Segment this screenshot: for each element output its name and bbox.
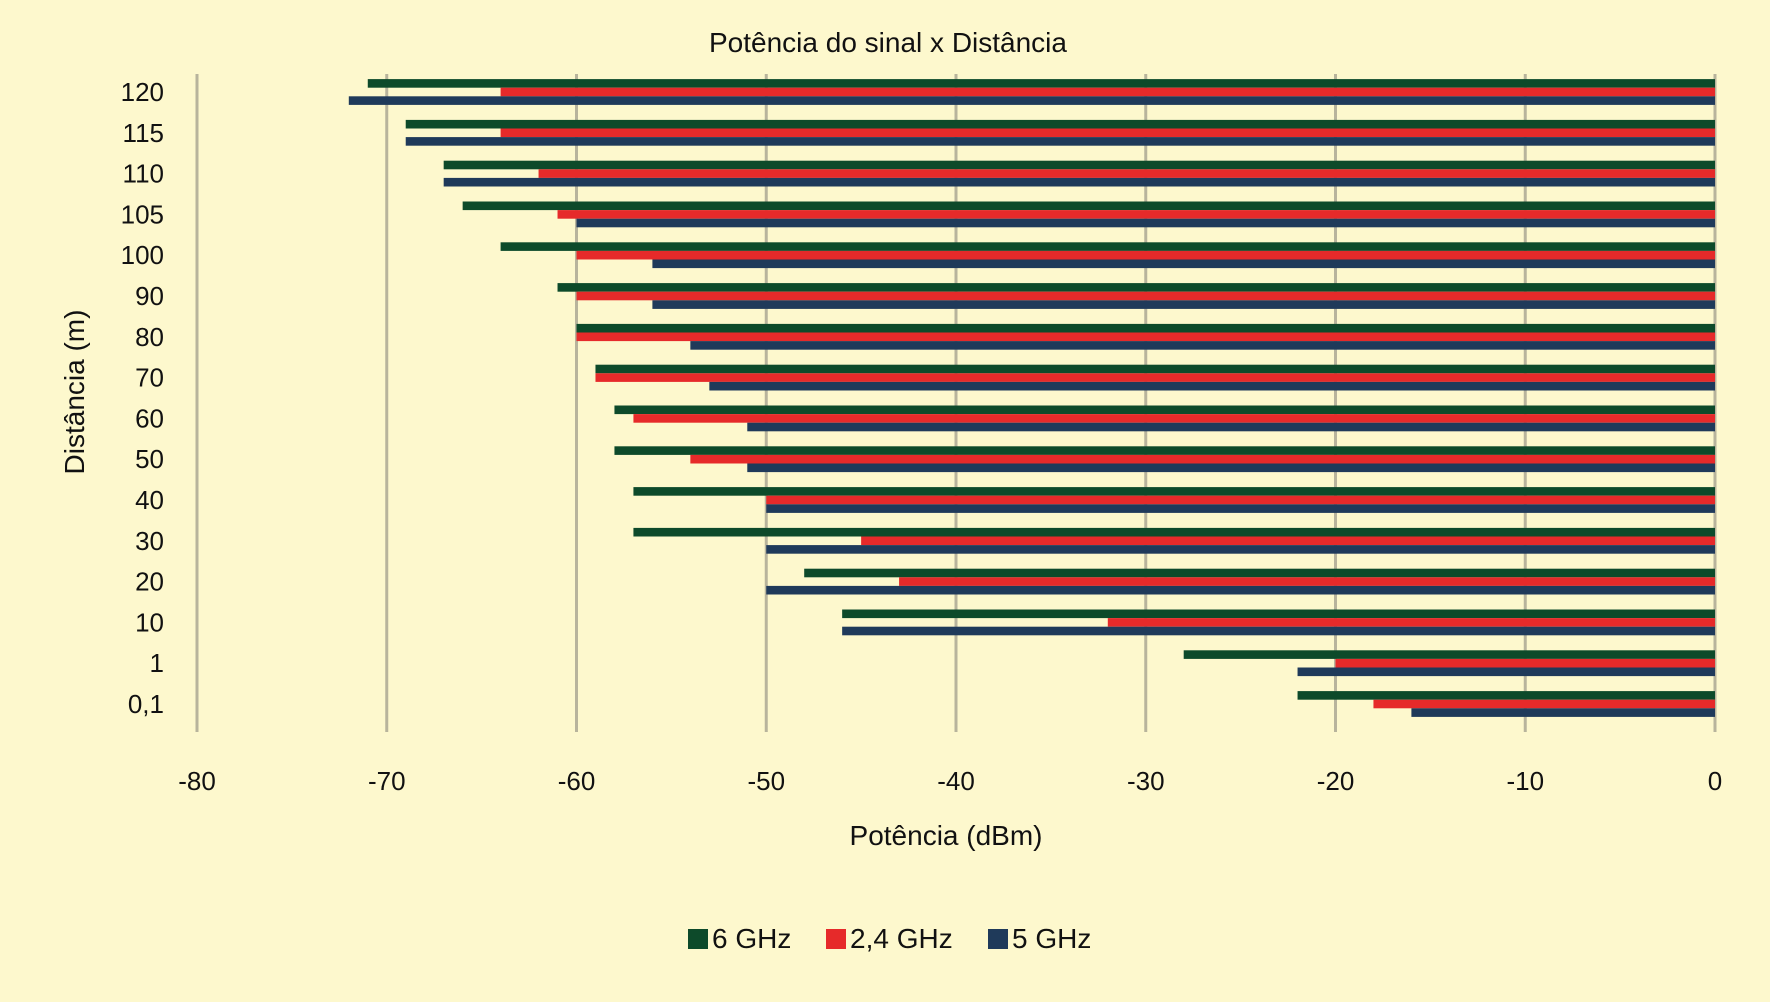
bar-5GHz-120	[348, 96, 1715, 105]
bar-24GHz-110	[538, 169, 1715, 178]
y-tick-label: 1	[150, 648, 164, 678]
y-tick-label: 70	[135, 363, 164, 393]
bar-24GHz-0_1	[1373, 699, 1715, 709]
x-tick-labels: -80 -70 -60 -50 -40 -30 -20 -10 0	[178, 766, 1722, 796]
y-tick-label: 105	[121, 199, 164, 229]
bar-5GHz-40	[766, 504, 1715, 513]
y-tick-label: 30	[135, 526, 164, 556]
x-tick-label: 0	[1708, 766, 1722, 796]
bar-5GHz-50	[747, 463, 1715, 473]
bar-5GHz-110	[443, 177, 1715, 187]
bar-24GHz-1	[1335, 658, 1715, 668]
bar-6GHz-20	[804, 568, 1715, 578]
bar-5GHz-115	[405, 137, 1716, 146]
x-tick-label: -20	[1317, 766, 1355, 796]
y-tick-label: 90	[135, 281, 164, 311]
legend-swatch	[688, 929, 708, 949]
bar-24GHz-120	[500, 87, 1716, 97]
bar-24GHz-115	[500, 128, 1716, 138]
legend-swatch	[826, 929, 846, 949]
x-tick-label: -50	[747, 766, 785, 796]
y-tick-labels: 120 115 110 105 100 90 80 70 60 50 40 30 20 10 1 0,1	[121, 77, 164, 719]
bar-24GHz-40	[766, 495, 1715, 505]
bar-24GHz-50	[690, 454, 1715, 464]
bar-5GHz-1	[1297, 667, 1715, 677]
x-tick-label: -10	[1506, 766, 1544, 796]
y-tick-label: 80	[135, 322, 164, 352]
x-tick-label: -70	[368, 766, 406, 796]
bar-24GHz-10	[1107, 618, 1715, 627]
bar-24GHz-105	[557, 210, 1715, 219]
bar-6GHz-100	[500, 242, 1716, 251]
y-tick-label: 115	[123, 118, 164, 148]
x-axis-title: Potência (dBm)	[850, 820, 1043, 851]
bar-5GHz-80	[690, 341, 1715, 350]
bar-6GHz-40	[633, 487, 1715, 496]
bar-5GHz-100	[652, 259, 1715, 269]
y-axis-title: Distância (m)	[59, 310, 90, 475]
x-tick-label: -80	[178, 766, 216, 796]
legend-label: 6 GHz	[712, 923, 791, 954]
bar-6GHz-50	[614, 446, 1716, 455]
bar-5GHz-30	[766, 545, 1715, 554]
bar-24GHz-100	[576, 250, 1715, 260]
y-tick-label: 100	[121, 240, 164, 270]
bar-5GHz-70	[709, 381, 1715, 391]
bar-6GHz-1	[1183, 650, 1715, 659]
bar-6GHz-60	[614, 405, 1716, 415]
chart-title: Potência do sinal x Distância	[709, 27, 1067, 58]
bar-6GHz-105	[462, 201, 1715, 211]
y-tick-label: 60	[135, 403, 164, 433]
bar-6GHz-80	[576, 323, 1715, 333]
bar-6GHz-110	[443, 160, 1715, 170]
bar-24GHz-20	[899, 577, 1715, 586]
bar-6GHz-120	[367, 79, 1715, 88]
bar-24GHz-90	[576, 291, 1715, 301]
y-tick-label: 50	[135, 444, 164, 474]
y-tick-label: 0,1	[128, 689, 164, 719]
bar-6GHz-70	[595, 364, 1715, 374]
bar-6GHz-10	[842, 609, 1715, 619]
bar-5GHz-60	[747, 422, 1715, 432]
legend-label: 5 GHz	[1012, 923, 1091, 954]
y-tick-label: 20	[135, 567, 164, 597]
bar-24GHz-70	[595, 373, 1715, 382]
bar-6GHz-115	[405, 119, 1716, 129]
y-tick-label: 40	[135, 485, 164, 515]
bar-24GHz-60	[633, 414, 1715, 423]
y-tick-label: 120	[121, 77, 164, 107]
bar-5GHz-105	[576, 218, 1715, 228]
x-tick-label: -40	[937, 766, 975, 796]
bar-5GHz-0_1	[1411, 708, 1715, 717]
x-tick-label: -60	[558, 766, 596, 796]
bar-6GHz-90	[557, 283, 1715, 292]
bar-5GHz-90	[652, 300, 1715, 309]
legend: 6 GHz 2,4 GHz 5 GHz	[688, 923, 1091, 954]
y-tick-label: 10	[135, 607, 164, 637]
legend-label: 2,4 GHz	[850, 923, 953, 954]
bar-24GHz-30	[861, 536, 1715, 546]
bar-24GHz-80	[576, 332, 1715, 342]
y-tick-label: 110	[123, 159, 164, 189]
x-tick-label: -30	[1127, 766, 1165, 796]
bar-6GHz-30	[633, 527, 1715, 537]
bar-6GHz-0_1	[1297, 691, 1715, 700]
legend-swatch	[988, 929, 1008, 949]
bar-5GHz-20	[766, 585, 1715, 595]
bar-5GHz-10	[842, 626, 1715, 636]
bars	[348, 79, 1716, 717]
